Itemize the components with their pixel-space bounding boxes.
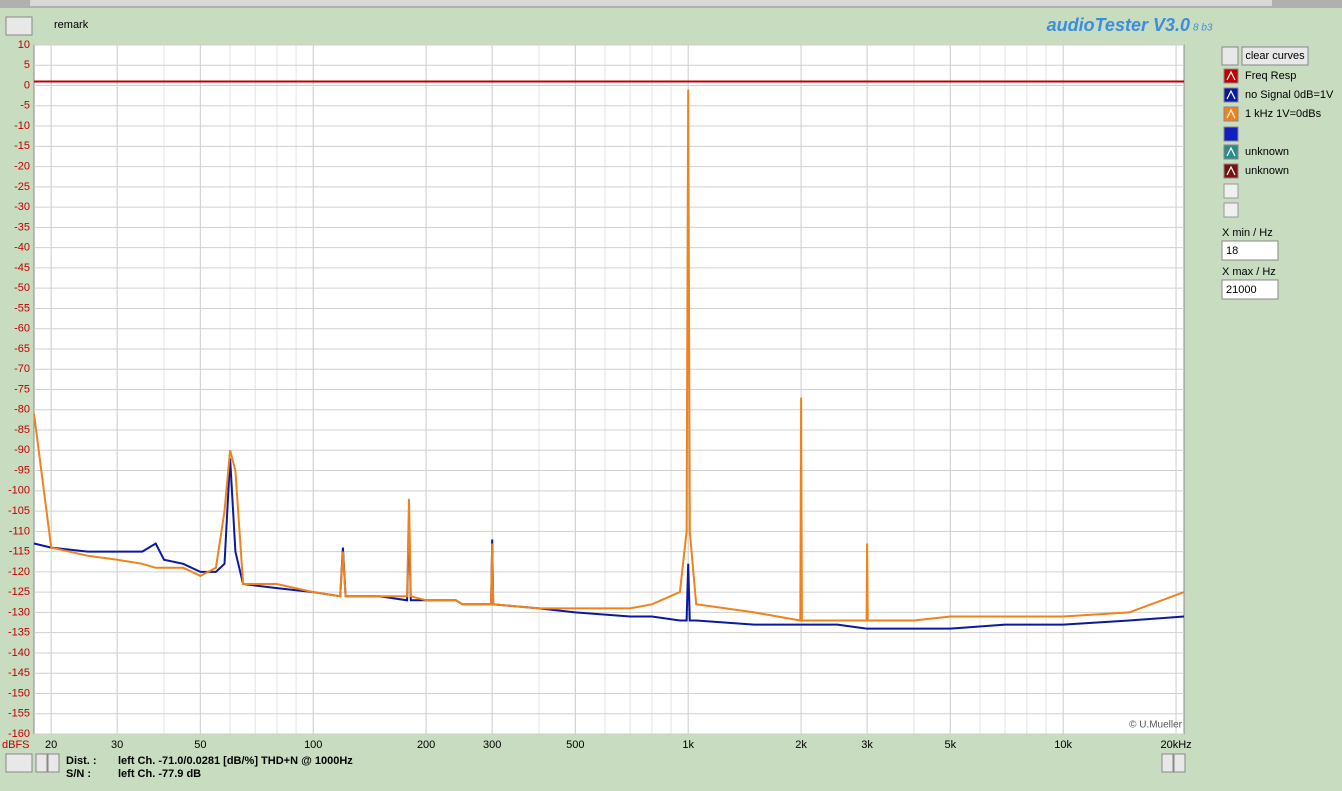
legend-icon[interactable] xyxy=(1223,126,1239,142)
y-tick-label: -5 xyxy=(20,100,30,112)
y-tick-label: -115 xyxy=(9,546,30,558)
legend-label: Freq Resp xyxy=(1245,70,1296,82)
x-tick-label: 1k xyxy=(682,739,694,751)
y-tick-label: -30 xyxy=(14,201,30,213)
y-tick-label: -125 xyxy=(8,586,30,598)
y-tick-label: 0 xyxy=(24,79,30,91)
remark: remark xyxy=(54,19,89,31)
next-button[interactable] xyxy=(47,753,60,773)
xmax-value: 21000 xyxy=(1226,284,1257,296)
y-tick-label: -75 xyxy=(14,383,30,395)
xmin-label: X min / Hz xyxy=(1222,227,1273,239)
y-axis-label: dBFS xyxy=(2,739,30,751)
y-tick-label: -40 xyxy=(14,242,30,254)
x-tick-label: 50 xyxy=(194,739,206,751)
x-tick-label: 3k xyxy=(861,739,873,751)
legend: Freq Resp no Signal 0dB=1V 1 kHz 1V=0dBs un… xyxy=(1223,68,1334,179)
y-tick-label: 10 xyxy=(18,39,30,51)
y-tick-label: -15 xyxy=(14,140,30,152)
xmin-value: 18 xyxy=(1226,245,1238,257)
legend-icon-glyph xyxy=(1226,146,1236,157)
clear-button-label: clear curves xyxy=(1245,50,1305,62)
y-tick-label: 5 xyxy=(24,59,30,71)
sn-value: left Ch. -77.9 dB xyxy=(118,768,201,780)
clear-button[interactable] xyxy=(1241,46,1309,66)
legend-label: unknown xyxy=(1245,146,1289,158)
x-tick-label: 200 xyxy=(417,739,435,751)
legend-icon-glyph xyxy=(1226,70,1236,81)
y-tick-label: -160 xyxy=(8,728,30,740)
y-tick-label: -135 xyxy=(8,627,30,639)
top-input[interactable] xyxy=(30,0,1272,6)
y-tick-label: -120 xyxy=(8,566,30,578)
prev-button[interactable] xyxy=(35,753,48,773)
x-tick-label: 30 xyxy=(111,739,123,751)
legend-icon-glyph xyxy=(1226,89,1236,100)
app-title: audioTester V3.0 xyxy=(1047,15,1190,35)
y-tick-label: -100 xyxy=(8,485,30,497)
spinner[interactable] xyxy=(1221,46,1239,66)
y-tick-label: -105 xyxy=(8,505,30,517)
y-tick-label: -140 xyxy=(8,647,30,659)
y-tick-label: -50 xyxy=(14,282,30,294)
x-tick-label: 20 xyxy=(45,739,57,751)
xmax-input[interactable] xyxy=(1221,279,1279,300)
y-tick-label: -155 xyxy=(8,708,30,720)
y-tick-label: -80 xyxy=(14,404,30,416)
copyright: © U.Mueller xyxy=(1129,720,1183,731)
x-tick-label: 5k xyxy=(944,739,956,751)
y-tick-label: -25 xyxy=(14,181,30,193)
y-tick-label: -45 xyxy=(14,262,30,274)
xmin-input[interactable] xyxy=(1221,240,1279,261)
prev-button[interactable] xyxy=(1161,753,1174,773)
dist-label: Dist. : xyxy=(66,755,97,767)
y-tick-label: -130 xyxy=(8,606,30,618)
series-line xyxy=(33,89,1185,622)
y-tick-label: -55 xyxy=(14,302,30,314)
next-button[interactable] xyxy=(1173,753,1186,773)
app-version: 8 b3 xyxy=(1193,23,1213,34)
legend-label: unknown xyxy=(1245,165,1289,177)
xmax-label: X max / Hz xyxy=(1222,266,1276,278)
sn-label: S/N : xyxy=(66,768,91,780)
y-tick-label: -10 xyxy=(14,120,30,132)
x-tick-label: 300 xyxy=(483,739,501,751)
y-tick-label: -20 xyxy=(14,160,30,172)
legend-label: no Signal 0dB=1V xyxy=(1245,89,1334,101)
y-tick-label: -60 xyxy=(14,323,30,335)
y-tick-label: -90 xyxy=(14,444,30,456)
dist-value: left Ch. -71.0/0.0281 [dB/%] THD+N @ 100… xyxy=(118,755,353,767)
y-tick-label: -145 xyxy=(8,667,30,679)
x-tick-label: 100 xyxy=(304,739,322,751)
y-tick-label: -110 xyxy=(9,525,30,537)
spinner[interactable] xyxy=(5,16,33,36)
y-tick-label: -65 xyxy=(14,343,30,355)
legend-label: 1 kHz 1V=0dBs xyxy=(1245,108,1322,120)
x-tick-label: 500 xyxy=(566,739,584,751)
empty-checkbox[interactable] xyxy=(1223,183,1239,199)
legend-icon-glyph xyxy=(1226,108,1236,119)
empty-checkbox[interactable] xyxy=(1223,202,1239,218)
spinner[interactable] xyxy=(5,753,33,773)
curves xyxy=(33,80,1185,630)
y-tick-label: -150 xyxy=(8,687,30,699)
x-tick-label: 10k xyxy=(1054,739,1072,751)
x-tick-label: 2k xyxy=(795,739,807,751)
legend-icon-glyph xyxy=(1226,165,1236,176)
y-tick-label: -70 xyxy=(14,363,30,375)
y-tick-label: -85 xyxy=(14,424,30,436)
y-tick-label: -35 xyxy=(14,221,30,233)
y-tick-label: -95 xyxy=(14,464,30,476)
x-tick-label: 20kHz xyxy=(1160,739,1191,751)
